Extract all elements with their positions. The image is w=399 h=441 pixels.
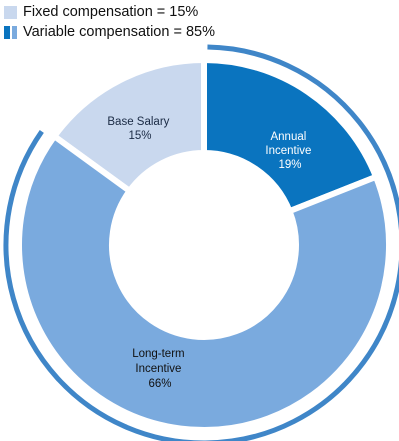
label-annual-incentive-name1: Annual: [270, 131, 306, 143]
variable-outline-arc: [3, 44, 399, 441]
slice-annual-incentive: [201, 56, 380, 216]
label-long-term-incentive-name2: Incentive: [135, 363, 181, 375]
label-long-term-incentive-name1: Long-term: [132, 348, 184, 360]
legend-item-fixed: Fixed compensation = 15%: [4, 2, 215, 22]
label-long-term-incentive: Long-term Incentive 66%: [132, 348, 188, 390]
label-base-salary-name: Base Salary: [107, 116, 169, 128]
slice-long-term-incentive: [16, 132, 392, 433]
legend: Fixed compensation = 15% Variable compen…: [4, 2, 215, 42]
legend-item-variable: Variable compensation = 85%: [4, 22, 215, 42]
label-annual-incentive-name2: Incentive: [265, 145, 311, 157]
legend-swatch-variable: [4, 25, 17, 39]
label-base-salary: Base Salary 15%: [107, 116, 172, 142]
legend-swatch-fixed: [4, 5, 17, 19]
legend-label-variable: Variable compensation = 85%: [23, 24, 215, 40]
label-base-salary-value: 15%: [128, 130, 151, 142]
label-long-term-incentive-value: 66%: [148, 378, 171, 390]
slice-base-salary: [50, 56, 207, 196]
legend-label-fixed: Fixed compensation = 15%: [23, 4, 199, 20]
label-annual-incentive: Annual Incentive 19%: [265, 131, 314, 171]
label-annual-incentive-value: 19%: [278, 159, 301, 171]
